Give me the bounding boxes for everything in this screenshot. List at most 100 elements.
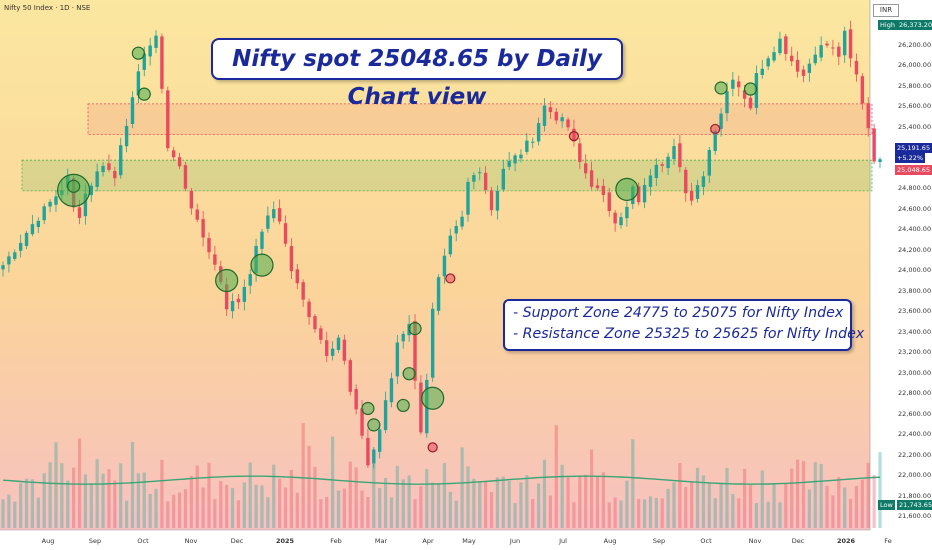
candle <box>766 55 770 70</box>
volume-bar <box>77 438 82 528</box>
volume-bar <box>537 483 541 528</box>
volume-bar <box>813 462 817 528</box>
candle <box>248 269 252 294</box>
volume-bar <box>866 462 870 528</box>
volume-bar <box>743 468 747 528</box>
candle-body <box>689 190 694 201</box>
candle-body <box>619 217 623 226</box>
candle-body <box>119 145 123 176</box>
x-tick-label: Dec <box>791 537 805 545</box>
candle <box>48 199 52 213</box>
candle-body <box>519 154 523 159</box>
volume-bar <box>325 496 329 528</box>
candle-body <box>130 97 135 125</box>
volume-bar <box>489 492 494 528</box>
volume-bar <box>331 436 335 528</box>
y-tick-label: 23,400.00 <box>898 327 932 336</box>
volume-bar <box>101 473 105 528</box>
volume-bar <box>878 452 882 528</box>
candle-body <box>466 181 470 215</box>
candle <box>325 331 329 362</box>
volume-bar <box>413 499 417 528</box>
y-tick-label: 22,400.00 <box>898 430 932 439</box>
candle-body <box>124 125 129 147</box>
candle <box>790 46 794 66</box>
candle-body <box>525 140 529 152</box>
candle <box>613 209 617 232</box>
candle <box>154 30 158 54</box>
volume-bar <box>260 485 264 528</box>
volume-bar <box>578 475 582 528</box>
candle-body <box>383 400 388 430</box>
volume-bar <box>319 499 323 528</box>
candle-body <box>183 165 188 189</box>
volume-bar <box>442 463 447 528</box>
candle-body <box>742 90 747 99</box>
candle-body <box>737 81 741 88</box>
candle-body <box>325 340 329 356</box>
candle-body <box>554 111 558 121</box>
candle-body <box>648 175 653 187</box>
candle <box>731 71 735 97</box>
signal-marker <box>402 367 416 381</box>
candle <box>684 167 688 202</box>
candle-body <box>101 165 105 173</box>
y-tick-label: 24,200.00 <box>898 245 932 254</box>
candle-body <box>695 185 700 199</box>
candle <box>831 39 835 56</box>
volume-bar <box>172 494 176 528</box>
volume-bar <box>72 467 76 528</box>
candle-body <box>684 169 688 194</box>
candle <box>878 157 882 169</box>
change-pct-tag: +5.22% <box>895 153 926 163</box>
volume-bar <box>436 483 441 528</box>
x-tick-label: 2026 <box>836 537 856 545</box>
candle-body <box>872 128 876 162</box>
candle-body <box>654 164 659 179</box>
candle-body <box>636 186 641 203</box>
resistance-zone <box>87 103 873 135</box>
x-tick-label: Mar <box>374 537 388 545</box>
signal-marker <box>445 273 456 284</box>
volume-bar <box>401 479 405 528</box>
candle-body <box>242 287 247 302</box>
candle-body <box>642 184 647 203</box>
currency-button[interactable]: INR <box>873 4 899 17</box>
volume-bar <box>254 484 258 528</box>
volume-bar <box>419 486 423 528</box>
candle <box>1 261 5 277</box>
candle-body <box>7 256 11 265</box>
candle <box>260 228 264 256</box>
candle-body <box>313 316 317 330</box>
candle <box>666 152 670 176</box>
candle-body <box>289 246 294 272</box>
volume-bar <box>225 484 229 528</box>
candle <box>95 163 99 192</box>
candle <box>330 341 335 361</box>
candle <box>672 138 676 165</box>
volume-bar <box>484 481 488 528</box>
signal-marker <box>710 123 721 135</box>
candle <box>166 86 170 152</box>
volume-bar <box>383 477 388 528</box>
x-tick-label: Aug <box>41 537 55 545</box>
volume-bar <box>654 497 658 528</box>
candle-body <box>319 328 323 340</box>
candle <box>737 75 741 97</box>
candle <box>436 274 441 316</box>
candle <box>442 248 447 284</box>
volume-bar <box>560 464 564 528</box>
y-tick-label: 23,800.00 <box>898 286 932 295</box>
candle <box>701 171 706 196</box>
candle-body <box>460 216 464 227</box>
candle <box>295 263 299 290</box>
candle <box>377 423 382 459</box>
volume-bar <box>648 496 653 528</box>
candle-body <box>801 69 806 76</box>
candle-body <box>224 284 229 310</box>
candle <box>525 133 529 155</box>
candle <box>489 187 494 216</box>
signal-marker <box>714 81 728 95</box>
volume-bar <box>807 489 811 528</box>
